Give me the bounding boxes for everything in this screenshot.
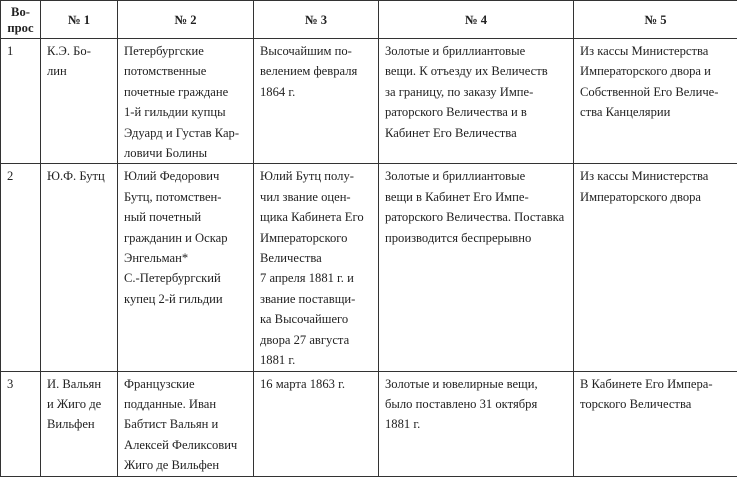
header-col-2: № 2 — [118, 1, 254, 39]
cell-col-1: Ю.Ф. Бутц — [41, 164, 118, 371]
cell-col-1: И. Вальян и Жиго де Вильфен — [41, 371, 118, 476]
header-col-1: № 1 — [41, 1, 118, 39]
header-row: Во- прос № 1 № 2 № 3 № 4 № 5 — [1, 1, 737, 39]
table-row: 3 И. Вальян и Жиго де Вильфен Французски… — [1, 371, 737, 476]
header-col-4: № 4 — [379, 1, 574, 39]
header-col-5: № 5 — [574, 1, 737, 39]
cell-col-4: Золотые и бриллиантовые вещи в Кабинет Е… — [379, 164, 574, 371]
cell-col-3: Юлий Бутц полу- чил звание оцен- щика Ка… — [254, 164, 379, 371]
cell-col-1: К.Э. Бо- лин — [41, 39, 118, 164]
cell-col-5: Из кассы Министерства Императорского дво… — [574, 39, 737, 164]
cell-col-3: Высочайшим по- велением февраля 1864 г. — [254, 39, 379, 164]
table-row: 2 Ю.Ф. Бутц Юлий Федорович Бутц, потомст… — [1, 164, 737, 371]
cell-col-3: 16 марта 1863 г. — [254, 371, 379, 476]
cell-col-5: В Кабинете Его Импера- торского Величест… — [574, 371, 737, 476]
cell-col-2: Юлий Федорович Бутц, потомствен- ный поч… — [118, 164, 254, 371]
header-col-3: № 3 — [254, 1, 379, 39]
cell-question: 3 — [1, 371, 41, 476]
header-question: Во- прос — [1, 1, 41, 39]
cell-col-4: Золотые и ювелирные вещи, было поставлен… — [379, 371, 574, 476]
cell-col-5: Из кассы Министерства Императорского дво… — [574, 164, 737, 371]
cell-col-2: Французские подданные. Иван Бабтист Валь… — [118, 371, 254, 476]
cell-col-2: Петербургские потомственные почетные гра… — [118, 39, 254, 164]
cell-col-4: Золотые и бриллиантовые вещи. К отъезду … — [379, 39, 574, 164]
table-row: 1 К.Э. Бо- лин Петербургские потомственн… — [1, 39, 737, 164]
cell-question: 1 — [1, 39, 41, 164]
cell-question: 2 — [1, 164, 41, 371]
